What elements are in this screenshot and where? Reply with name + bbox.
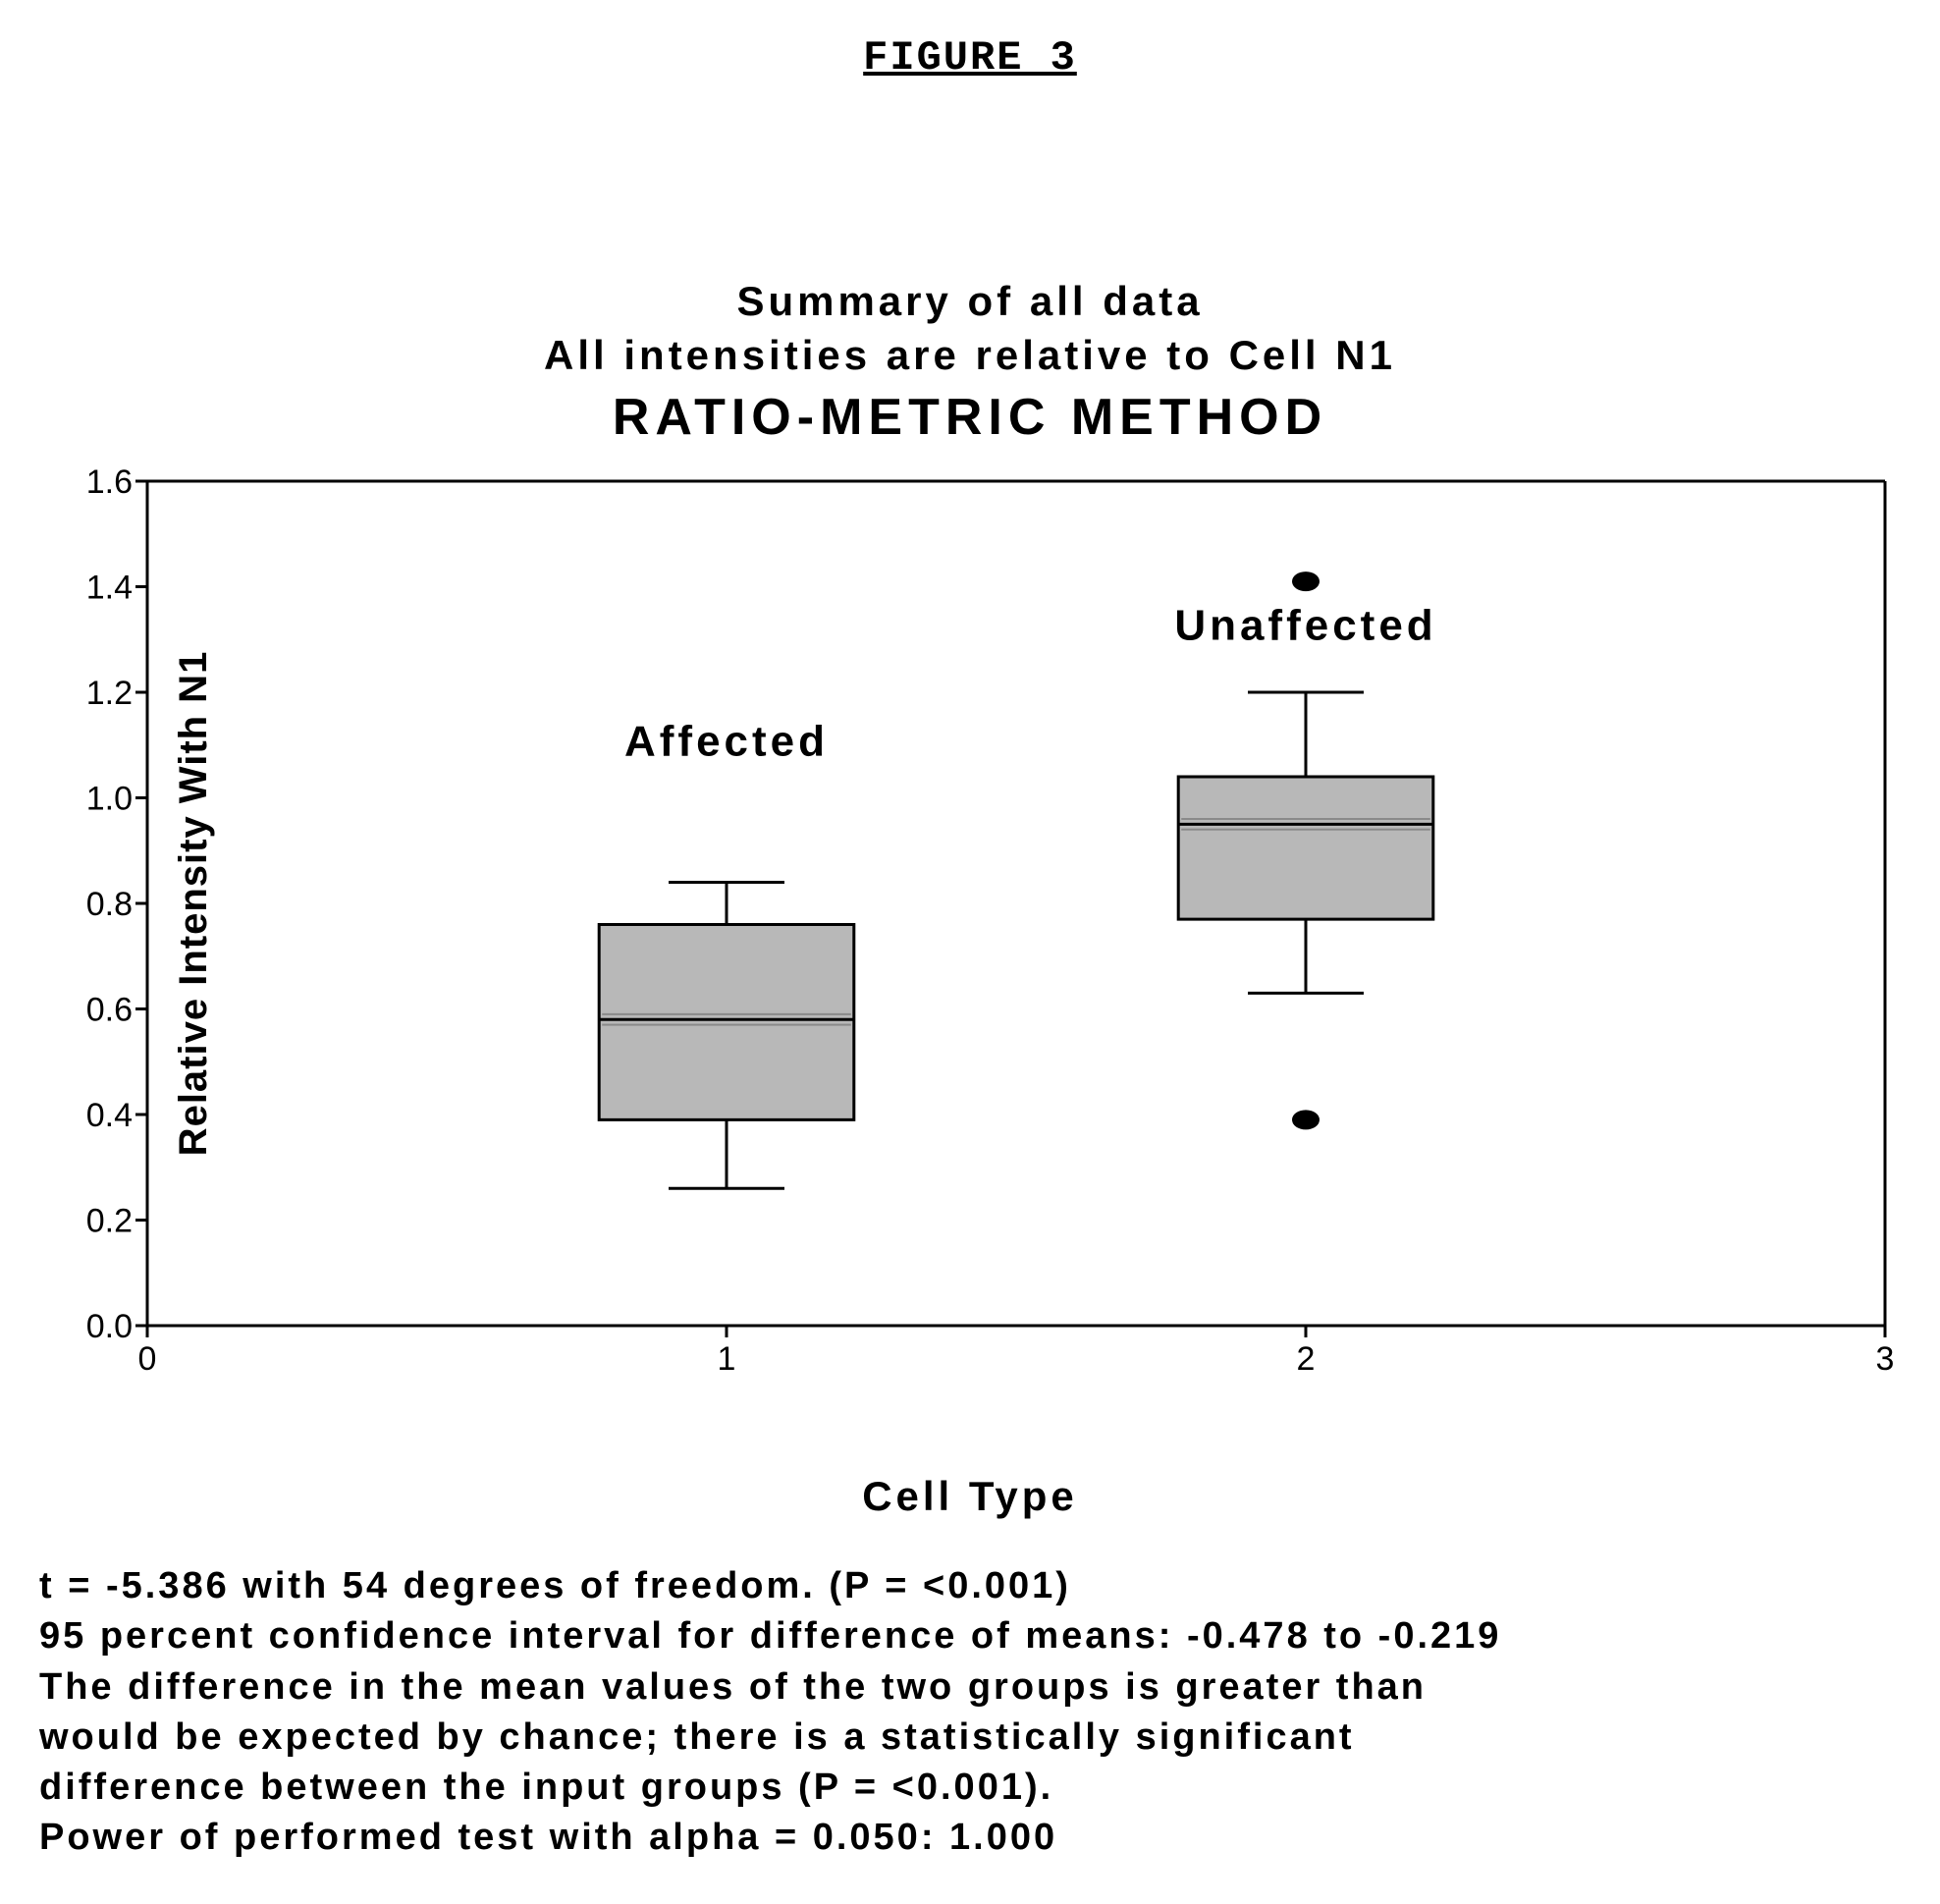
- y-axis-label: Relative Intensity With N1: [172, 651, 215, 1157]
- stats-line: difference between the input groups (P =…: [39, 1763, 1905, 1813]
- svg-text:1.0: 1.0: [86, 781, 133, 818]
- svg-text:0.8: 0.8: [86, 886, 133, 923]
- stats-text: t = -5.386 with 54 degrees of freedom. (…: [39, 1561, 1905, 1864]
- svg-text:1.6: 1.6: [86, 463, 133, 501]
- page: FIGURE 3 Summary of all data All intensi…: [0, 0, 1940, 1904]
- chart-title-line3: RATIO-METRIC METHOD: [0, 382, 1940, 454]
- chart-title: Summary of all data All intensities are …: [0, 275, 1940, 454]
- plot-svg: 0.0 0.2 0.4 0.6 0.8 1.0 1.2 1.4 1.6 0 1 2 3 Relative …: [39, 462, 1905, 1443]
- stats-line: t = -5.386 with 54 degrees of freedom. (…: [39, 1561, 1905, 1611]
- stats-line: The difference in the mean values of the…: [39, 1662, 1905, 1713]
- x-axis-label: Cell Type: [0, 1473, 1940, 1520]
- svg-text:0.4: 0.4: [86, 1097, 133, 1134]
- svg-text:0.0: 0.0: [86, 1308, 133, 1345]
- svg-text:Affected: Affected: [624, 718, 829, 766]
- svg-text:1.2: 1.2: [86, 675, 133, 712]
- stats-line: Power of performed test with alpha = 0.0…: [39, 1813, 1905, 1863]
- svg-text:0.2: 0.2: [86, 1203, 133, 1240]
- figure-number: FIGURE 3: [0, 34, 1940, 82]
- svg-text:3: 3: [1876, 1340, 1895, 1378]
- stats-line: 95 percent confidence interval for diffe…: [39, 1611, 1905, 1661]
- svg-text:2: 2: [1297, 1340, 1316, 1378]
- svg-text:0.6: 0.6: [86, 992, 133, 1029]
- boxplot-chart: 0.0 0.2 0.4 0.6 0.8 1.0 1.2 1.4 1.6 0 1 2 3 Relative …: [39, 462, 1905, 1443]
- svg-text:Unaffected: Unaffected: [1174, 601, 1436, 649]
- chart-title-line1: Summary of all data: [0, 275, 1940, 329]
- stats-line: would be expected by chance; there is a …: [39, 1713, 1905, 1763]
- svg-text:0: 0: [138, 1340, 157, 1378]
- svg-text:1: 1: [718, 1340, 736, 1378]
- svg-text:1.4: 1.4: [86, 570, 133, 607]
- chart-title-line2: All intensities are relative to Cell N1: [0, 329, 1940, 383]
